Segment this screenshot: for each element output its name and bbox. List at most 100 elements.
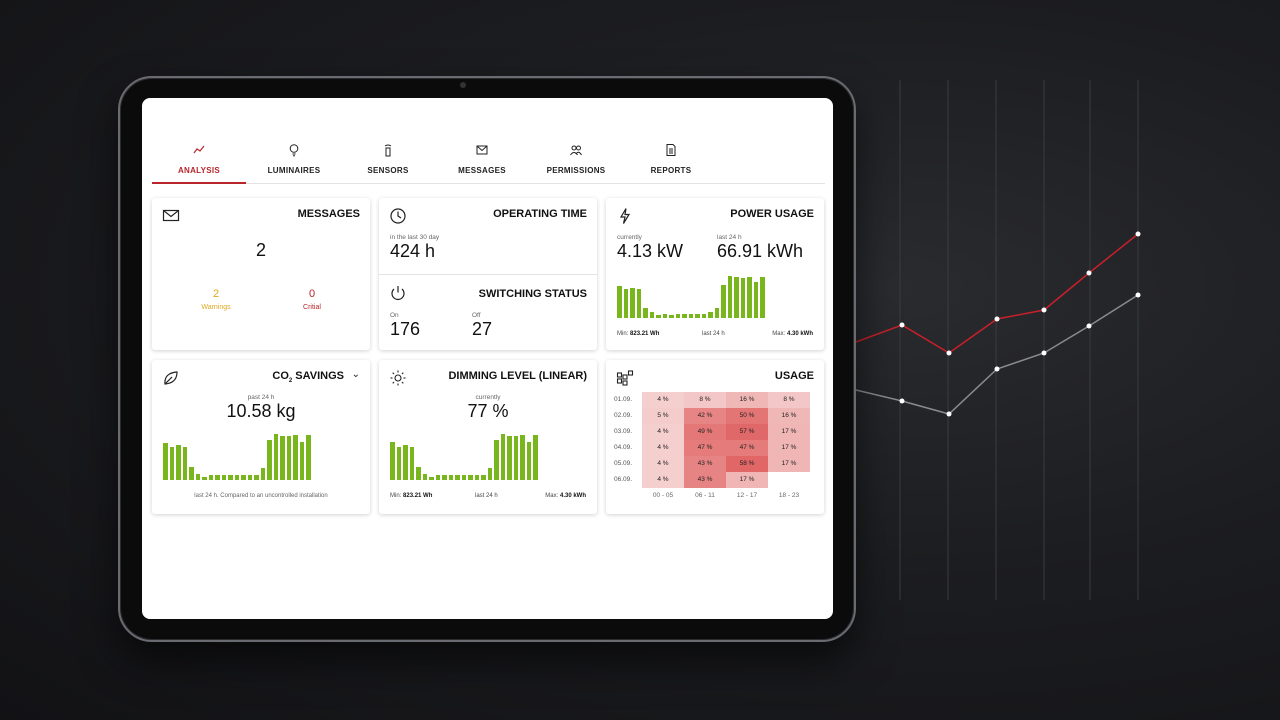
bar [468,475,473,480]
bar [669,315,674,318]
heatmap-cell: 58 % [726,456,768,472]
heatmap-cell: 17 % [768,456,810,472]
bar [630,288,635,318]
heatmap-cell: 17 % [726,472,768,488]
envelope-icon [162,207,180,225]
bar [753,282,758,318]
tab-sensors[interactable]: SENSORS [341,138,435,184]
co2-savings-card[interactable]: CO2 SAVINGS ⌄ past 24 h 10.58 kg last 24… [152,360,370,514]
trend-icon [152,142,246,162]
message-count: 2 [255,240,266,260]
day-label: 06.09. [614,476,633,483]
current-label: currently [617,234,642,241]
leaf-icon [162,369,180,387]
bar [701,314,706,318]
bar [734,277,739,318]
on-value: 176 [390,319,421,339]
bar [234,475,239,480]
tab-messages[interactable]: MESSAGES [435,138,529,184]
heatmap-cell: 17 % [768,440,810,456]
bar [280,436,285,480]
bar [513,436,518,480]
co2-bar-chart [163,434,311,480]
heatmap-cell: 8 % [768,392,810,408]
bar [306,435,311,480]
bar [721,285,726,318]
column-label: 06 - 11 [695,492,715,499]
bar [455,475,460,480]
bar [442,475,447,480]
warnings-label: Warnings [201,304,231,311]
column-label: 00 - 05 [652,492,674,499]
usage-card[interactable]: USAGE 01.09. 4 % 8 % 16 % 8 % 02.09. 5 % 42 % 50… [606,360,824,514]
bar [189,467,194,480]
bar [675,314,680,318]
bar [526,442,531,480]
heatmap-cell: 43 % [684,456,726,472]
min-label: Min: 823.21 Wh [390,493,433,499]
bar [682,314,687,318]
card-title: POWER USAGE [730,208,814,220]
dimming-card[interactable]: DIMMING LEVEL (LINEAR) currently 77 % Mi… [379,360,597,514]
clock-icon [389,207,407,225]
heatmap-cell: 47 % [684,440,726,456]
bar [416,467,421,480]
main-nav: ANALYSIS LUMINAIRES SENSORS MESSAGES PER… [152,138,825,184]
day-label: 04.09. [614,444,633,451]
heatmap-cell: 16 % [768,408,810,424]
usage-heatmap: 01.09. 4 % 8 % 16 % 8 % 02.09. 5 % 42 % 50 % 16 %… [614,392,810,499]
heatmap-cell: 4 % [642,472,684,488]
power-bar-chart [617,272,765,318]
tab-permissions[interactable]: PERMISSIONS [529,138,623,184]
bar [241,475,246,480]
heatmap-cell: 8 % [684,392,726,408]
card-title: MESSAGES [297,208,360,220]
bar [267,440,272,480]
card-title: OPERATING TIME [493,208,587,220]
users-icon [529,142,623,162]
envelope-icon [435,142,529,162]
operating-value: 424 h [390,241,436,261]
bar [747,277,752,318]
heatmap-row: 05.09. 4 % 43 % 58 % 17 % [614,456,810,472]
power-usage-card[interactable]: POWER USAGE currently 4.13 kW last 24 h … [606,198,824,350]
bar [429,477,434,480]
bar [520,435,525,480]
day-label: 02.09. [614,412,633,419]
tab-analysis[interactable]: ANALYSIS [152,138,246,184]
operating-card[interactable]: OPERATING TIME in the last 30 day 424 h … [379,198,597,350]
tab-reports[interactable]: REPORTS [624,138,718,184]
heatmap-cell: 16 % [726,392,768,408]
bar [643,308,648,318]
heatmap-cell: 50 % [726,408,768,424]
tab-luminaires[interactable]: LUMINAIRES [247,138,341,184]
bar [396,447,401,480]
bar [714,308,719,318]
camera [460,82,466,88]
bar [760,277,765,318]
messages-card[interactable]: MESSAGES 2 2 Warnings 0 Critial [152,198,370,350]
bar [202,477,207,480]
critical-value: 0 [308,288,316,300]
bar [481,475,486,480]
heatmap-row: 03.09. 4 % 49 % 57 % 17 % [614,424,810,440]
day-label: last 24 h [717,234,742,241]
bar [169,447,174,480]
heatmap-cell: 47 % [726,440,768,456]
off-label: Off [472,312,481,319]
lightning-icon [616,207,634,225]
heatmap-row: 01.09. 4 % 8 % 16 % 8 % [614,392,810,408]
bar [662,314,667,318]
bar [228,475,233,480]
max-label: Max: 4.30 kWh [772,331,813,337]
bar [208,475,213,480]
period-label: last 24 h [475,493,498,499]
warnings-value: 2 [212,288,220,300]
chevron-down-icon[interactable]: ⌄ [351,369,360,380]
bar [617,286,622,318]
document-icon [624,142,718,162]
bar [656,315,661,318]
bar [695,314,700,318]
bar [500,434,505,480]
heatmap-cell: 5 % [642,408,684,424]
